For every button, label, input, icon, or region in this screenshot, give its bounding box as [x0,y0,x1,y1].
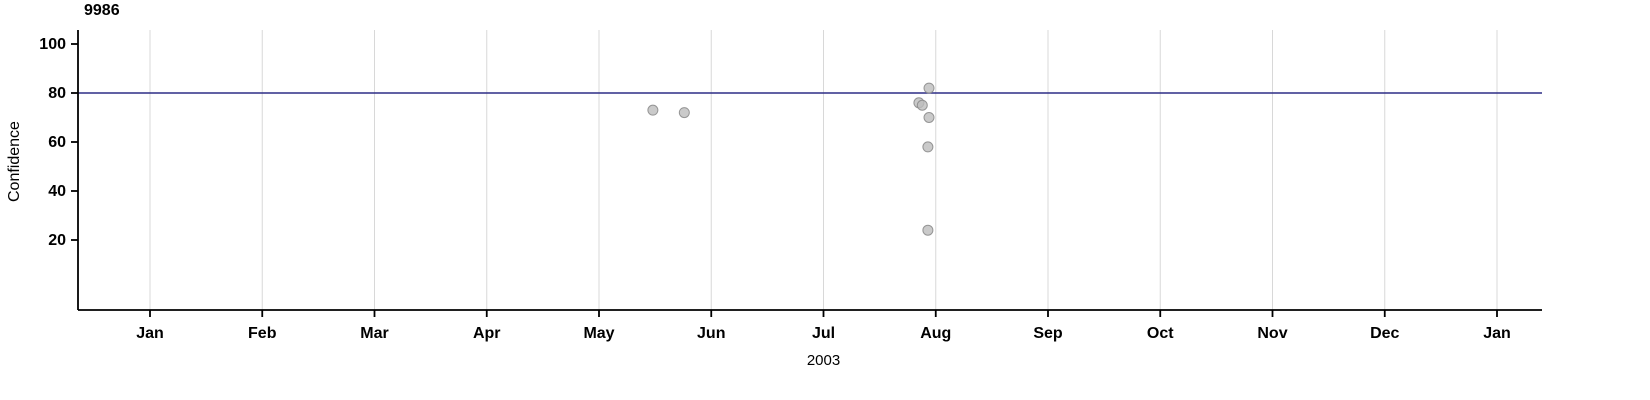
x-tick-label: Apr [473,325,501,342]
x-tick-label: Feb [248,325,277,342]
y-tick-label: 60 [48,134,66,151]
data-point [923,112,935,123]
y-tick-label: 20 [48,232,66,249]
data-point [678,107,690,119]
x-tick-label: Oct [1147,325,1174,342]
y-tick-label: 80 [48,85,66,102]
x-tick-label: Aug [920,325,951,342]
y-tick-label: 40 [48,183,66,200]
x-tick-label: Jan [136,325,164,342]
x-tick-label: Sep [1033,325,1063,342]
chart-title: 9986 [84,2,120,19]
x-tick-label: Nov [1257,325,1287,342]
y-tick-label: 100 [39,36,66,53]
data-point [922,224,934,236]
x-tick-label: Jul [812,325,835,342]
x-tick-label: Jun [697,325,725,342]
x-tick-label: Dec [1370,325,1399,342]
x-tick-label: Jan [1483,325,1511,342]
data-point [923,82,935,94]
x-tick-label: Mar [360,325,388,342]
data-point [647,104,659,116]
data-point [916,99,928,111]
x-tick-label: May [583,325,614,342]
data-point [922,141,934,153]
x-axis-title: 2003 [806,352,841,369]
